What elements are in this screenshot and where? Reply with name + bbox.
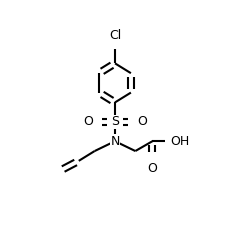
Text: O: O [147, 162, 157, 175]
Text: N: N [110, 135, 119, 148]
Text: O: O [82, 115, 92, 128]
Text: S: S [111, 115, 118, 128]
Text: OH: OH [170, 135, 189, 148]
Text: O: O [137, 115, 147, 128]
Text: Cl: Cl [108, 29, 121, 42]
